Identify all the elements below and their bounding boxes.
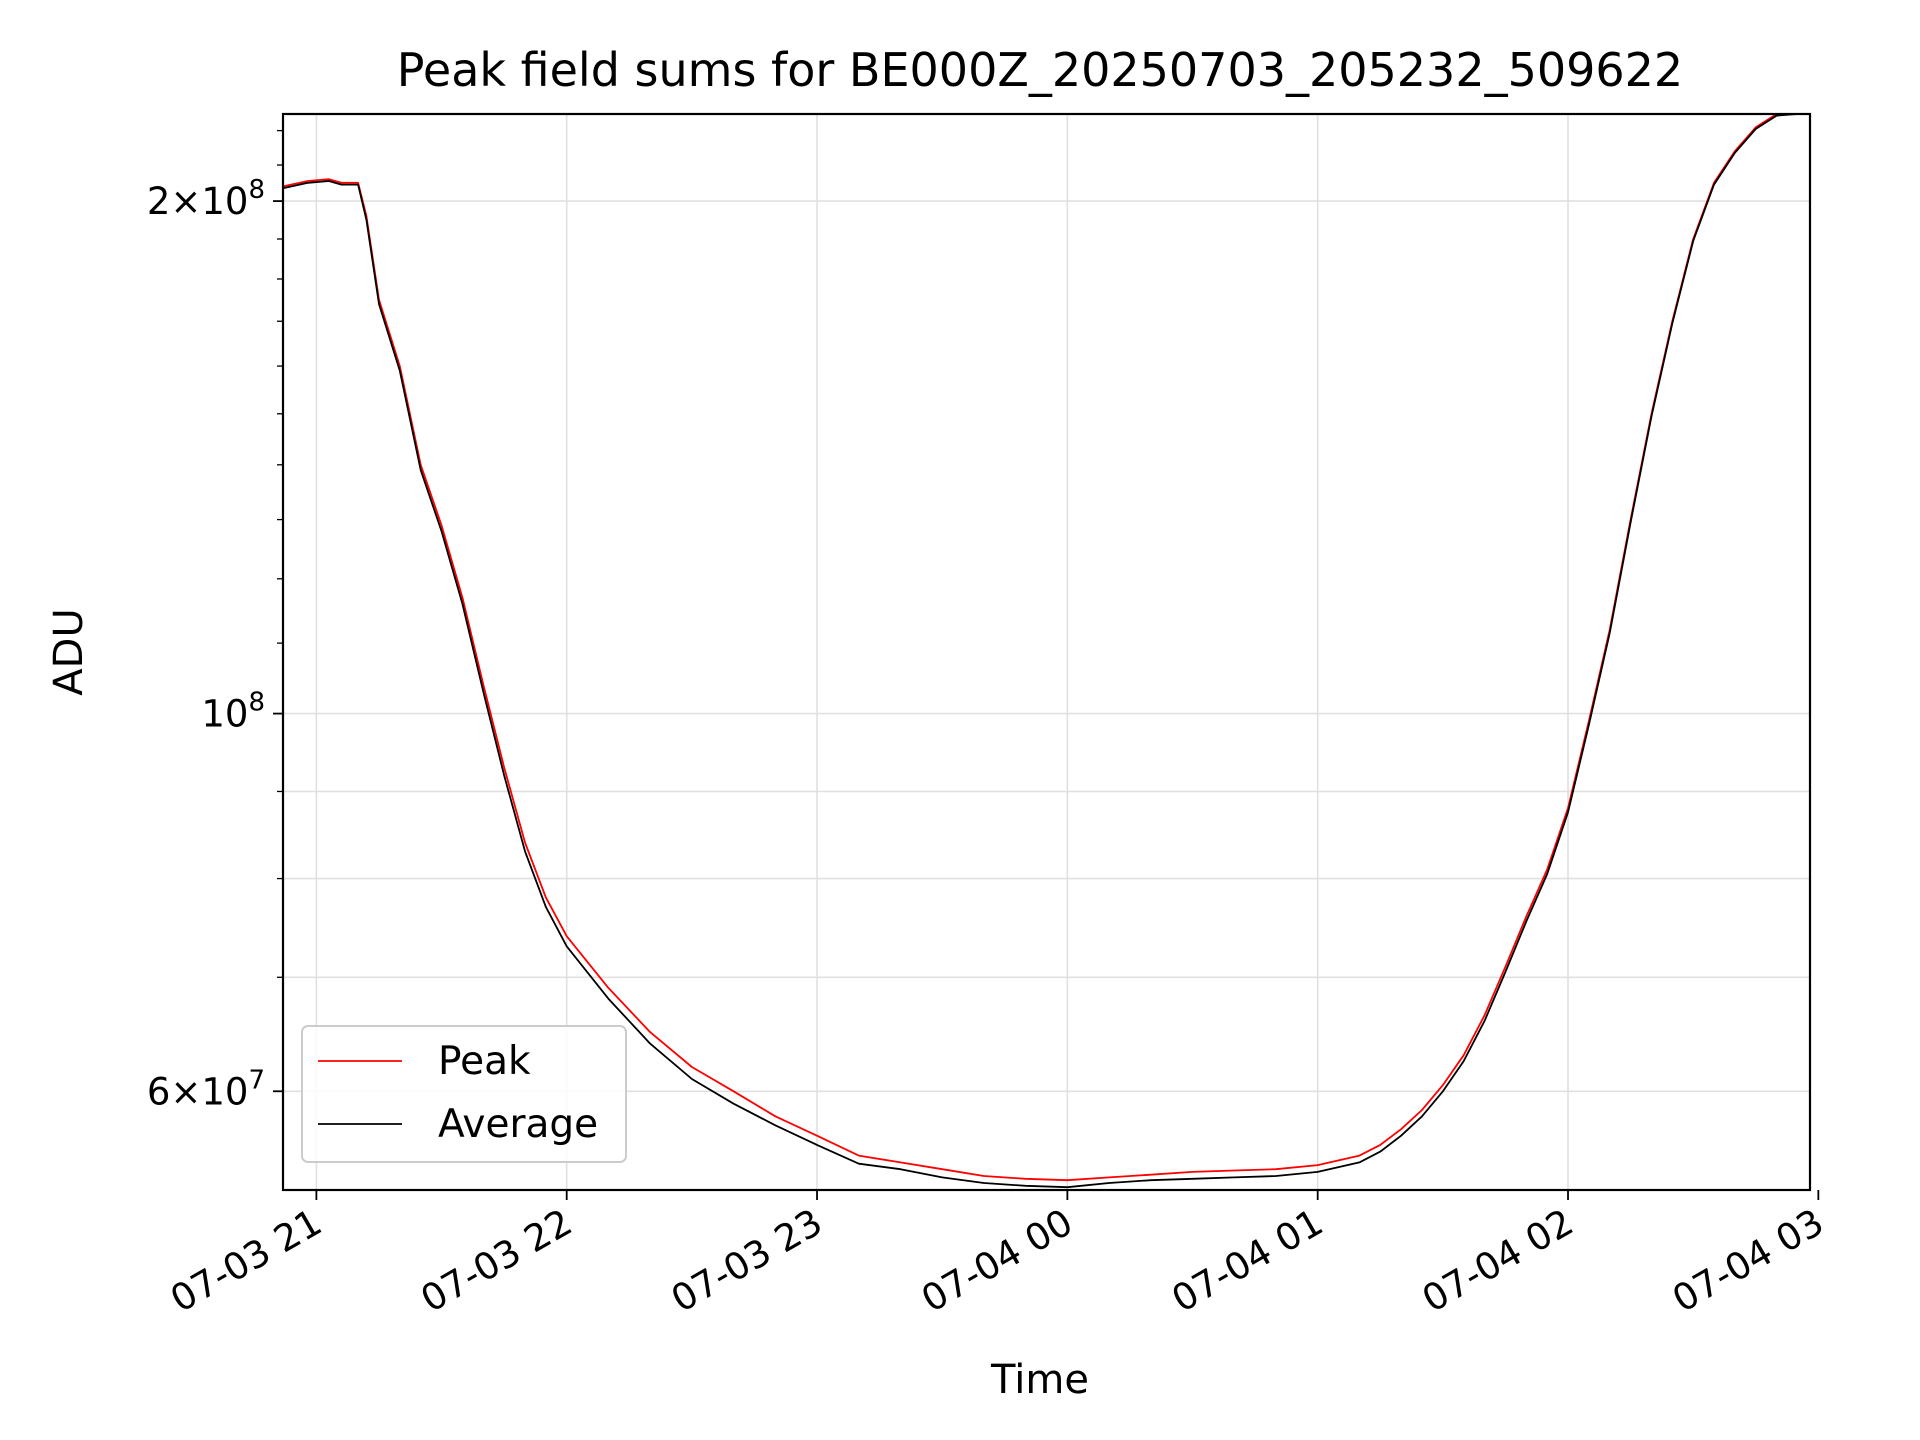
y-tick-label: 108	[201, 688, 265, 736]
x-axis-label: Time	[990, 1357, 1089, 1403]
legend: Peak Average	[301, 1025, 627, 1163]
plot-frame	[281, 112, 1812, 1192]
y-axis-label: ADU	[46, 608, 92, 695]
chart-title: Peak field sums for BE000Z_20250703_2052…	[397, 43, 1683, 97]
plot-lines	[282, 113, 1810, 1189]
legend-box	[301, 1025, 627, 1163]
legend-peak-label: Peak	[438, 1039, 531, 1084]
legend-average-label: Average	[438, 1102, 598, 1147]
y-tick-label: 6×107	[147, 1065, 265, 1113]
y-tick-label: 2×108	[147, 175, 265, 223]
average-series-line	[282, 113, 1810, 1189]
